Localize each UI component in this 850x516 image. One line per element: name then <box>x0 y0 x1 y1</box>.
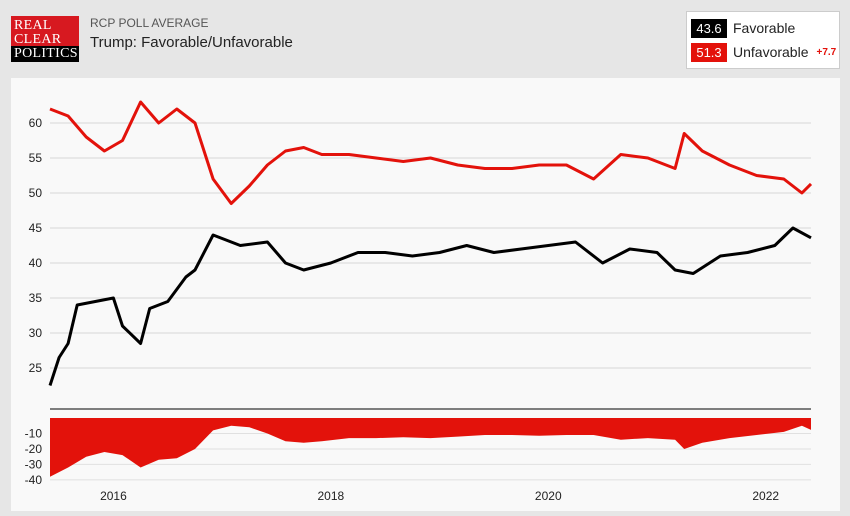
y-tick-label: 45 <box>29 221 43 235</box>
spread-area <box>50 418 811 477</box>
chart-header: REAL CLEAR POLITICS RCP POLL AVERAGE Tru… <box>0 0 850 78</box>
legend: 43.6 Favorable 51.3 Unfavorable +7.7 <box>686 11 840 69</box>
x-tick-label: 2016 <box>100 489 127 503</box>
legend-favorable[interactable]: 43.6 Favorable <box>691 18 795 38</box>
favorable-value: 43.6 <box>691 18 727 38</box>
unfavorable-label: Unfavorable <box>733 44 809 60</box>
spread-y-tick-label: -40 <box>25 473 43 487</box>
series-line-unfavorable <box>49 100 813 205</box>
chart-kicker: RCP POLL AVERAGE <box>90 16 209 30</box>
series-line-favorable <box>48 226 812 386</box>
y-tick-label: 60 <box>29 116 43 130</box>
unfavorable-value: 51.3 <box>691 42 727 62</box>
x-tick-label: 2022 <box>752 489 779 503</box>
y-tick-label: 25 <box>29 361 43 375</box>
chart-svg[interactable]: 25 30 35 40 45 50 55 60 -10 -20-30 -40 2016 2018 2020… <box>11 78 840 511</box>
chart-title: Trump: Favorable/Unfavorable <box>90 34 293 51</box>
legend-unfavorable[interactable]: 51.3 Unfavorable +7.7 <box>691 42 836 62</box>
x-tick-label: 2018 <box>317 489 344 503</box>
y-tick-label: 30 <box>29 326 43 340</box>
y-tick-label: 40 <box>29 256 43 270</box>
plot-area: 25 30 35 40 45 50 55 60 -10 -20 -30 -40 2016 2018 2020… <box>11 78 840 511</box>
spread-y-tick-label: -10 <box>25 426 43 440</box>
favorable-label: Favorable <box>733 20 796 36</box>
spread-y-tick-label: -30 <box>25 457 43 471</box>
spread-value: +7.7 <box>816 46 837 58</box>
x-tick-label: 2020 <box>535 489 562 503</box>
y-tick-label: 55 <box>29 151 43 165</box>
y-tick-label: 35 <box>29 291 43 305</box>
rcp-logo: REAL CLEAR POLITICS <box>11 16 79 62</box>
spread-y-tick-label: -20 <box>25 442 43 456</box>
y-tick-label: 50 <box>29 186 43 200</box>
